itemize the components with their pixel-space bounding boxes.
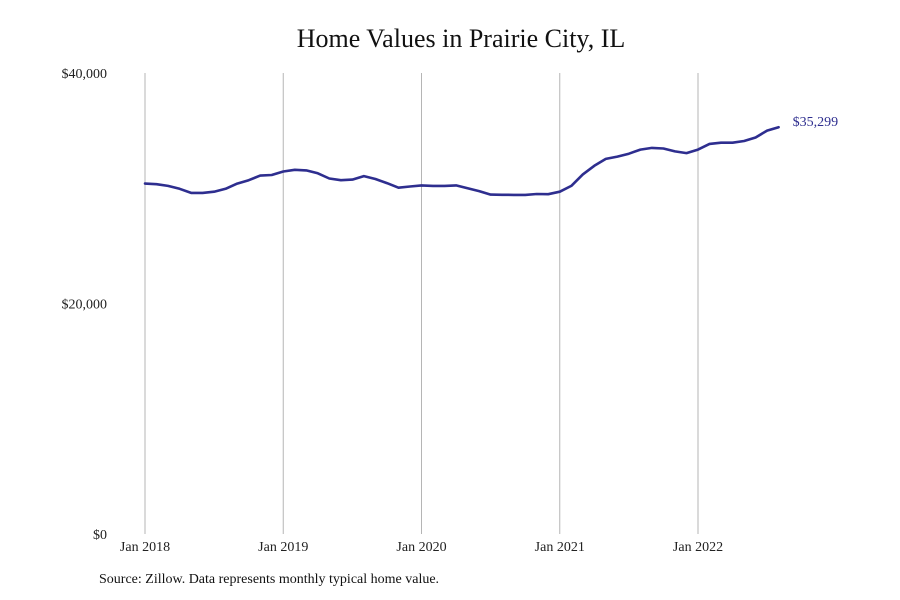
x-tick-label: Jan 2018: [120, 540, 170, 555]
x-tick-label: Jan 2020: [396, 540, 446, 555]
x-axis: Jan 2018 Jan 2019 Jan 2020 Jan 2021 Jan 2022: [120, 540, 723, 555]
y-tick-label: $40,000: [62, 67, 108, 82]
chart-title: Home Values in Prairie City, IL: [296, 24, 626, 53]
x-tick-label: Jan 2019: [258, 540, 308, 555]
x-tick-label: Jan 2022: [673, 540, 723, 555]
grid-lines: [144, 73, 699, 534]
series-layer: [143, 125, 780, 197]
y-tick-label: $0: [93, 528, 107, 543]
y-axis: $0 $20,000 $40,000: [62, 67, 108, 543]
x-tick-label: Jan 2021: [535, 540, 585, 555]
end-label-layer: $35,299: [793, 115, 839, 130]
end-value-label: $35,299: [793, 115, 839, 130]
y-tick-label: $20,000: [62, 298, 108, 313]
source-note: Source: Zillow. Data represents monthly …: [99, 572, 440, 587]
series-line: [143, 125, 780, 197]
